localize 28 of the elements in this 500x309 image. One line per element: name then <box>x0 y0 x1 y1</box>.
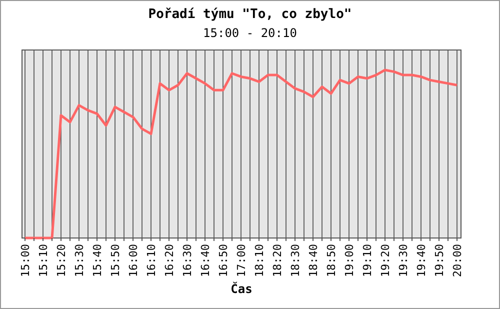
x-tick-label: 19:00 <box>343 244 356 278</box>
x-axis-title: Čas <box>230 281 252 296</box>
x-tick-label: 15:00 <box>19 244 32 278</box>
x-tick-label: 16:30 <box>181 244 194 278</box>
x-tick-label: 16:50 <box>217 244 230 278</box>
x-tick-label: 16:20 <box>163 244 176 278</box>
x-tick-label: 19:40 <box>415 244 428 278</box>
chart-subtitle: 15:00 - 20:10 <box>203 26 297 40</box>
x-tick-label: 18:30 <box>289 244 302 278</box>
x-tick-label: 18:10 <box>253 244 266 278</box>
x-tick-label: 16:10 <box>145 244 158 278</box>
x-tick-label: 15:20 <box>55 244 68 278</box>
x-tick-label: 19:20 <box>379 244 392 278</box>
x-tick-label: 19:50 <box>433 244 446 278</box>
x-tick-label: 16:00 <box>127 244 140 278</box>
x-tick-label: 15:40 <box>91 244 104 278</box>
x-tick-label: 18:50 <box>325 244 338 278</box>
x-tick-label: 18:20 <box>271 244 284 278</box>
x-tick-label: 18:40 <box>307 244 320 278</box>
x-tick-label: 19:10 <box>361 244 374 278</box>
x-tick-label: 15:10 <box>37 244 50 278</box>
chart-title: Pořadí týmu "To, co zbylo" <box>148 7 352 22</box>
x-tick-label: 16:40 <box>199 244 212 278</box>
x-tick-label: 20:00 <box>451 244 464 278</box>
x-tick-label: 17:00 <box>235 244 248 278</box>
x-tick-label: 15:30 <box>73 244 86 278</box>
x-tick-label: 19:30 <box>397 244 410 278</box>
x-tick-label: 15:50 <box>109 244 122 278</box>
